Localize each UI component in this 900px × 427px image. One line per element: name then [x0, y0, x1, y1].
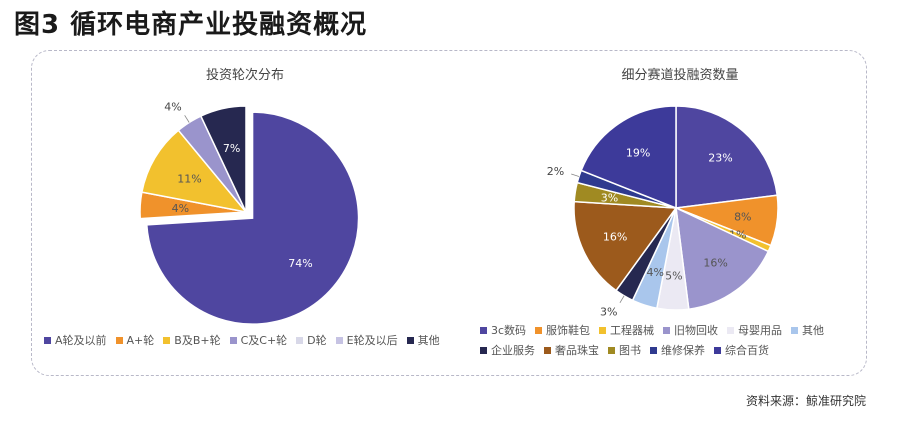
legend-swatch — [791, 326, 799, 334]
data-label-0-1: 4% — [172, 202, 189, 215]
legend-item: 维修保养 — [650, 342, 705, 358]
pie-slice-0-6 — [199, 105, 247, 213]
legend-swatch — [663, 326, 671, 334]
data-label-1-7: 16% — [603, 231, 627, 244]
legend-label: C及C+轮 — [240, 334, 288, 347]
legend-label: 维修保养 — [661, 344, 705, 357]
legend-swatch — [44, 336, 51, 344]
data-label-1-8: 3% — [601, 191, 618, 204]
legend-swatch — [406, 336, 414, 344]
legend-label: 工程器械 — [610, 324, 655, 337]
legend-item: A轮及以前 — [44, 332, 107, 348]
data-label-1-6: 3% — [600, 306, 617, 319]
legend-swatch — [608, 346, 615, 354]
leader-line-0-3 — [184, 115, 190, 123]
leader-line-1-6 — [619, 295, 625, 304]
legend-rounds: A轮及以前 A+轮 B及B+轮 C及C+轮 D轮 E轮及以后 其他 — [44, 330, 449, 350]
legend-item: 其他 — [791, 322, 824, 338]
data-label-0-3: 4% — [164, 100, 181, 113]
legend-item: D轮 — [296, 332, 327, 348]
legend-item: 企业服务 — [480, 342, 535, 358]
leader-line-1-9 — [571, 173, 580, 177]
legend-item: 其他 — [406, 332, 440, 348]
legend-swatch — [296, 336, 304, 344]
legend-item: 服饰鞋包 — [535, 322, 590, 338]
legend-item: C及C+轮 — [229, 332, 288, 348]
legend-item: E轮及以后 — [335, 332, 398, 348]
legend-item: 母婴用品 — [727, 322, 782, 338]
chart-title-tracks: 细分赛道投融资数量 — [621, 68, 739, 83]
data-label-1-9: 2% — [547, 165, 564, 178]
pie-slice-1-3 — [675, 206, 770, 311]
legend-row: A轮及以前 A+轮 B及B+轮 C及C+轮 D轮 E轮及以后 其他 — [44, 330, 449, 350]
legend-item: 旧物回收 — [663, 322, 718, 338]
data-label-0-2: 11% — [177, 173, 201, 186]
legend-item: B及B+轮 — [163, 332, 221, 348]
data-label-1-3: 16% — [703, 256, 727, 269]
legend-item: 综合百货 — [714, 342, 769, 358]
legend-label: 其他 — [417, 334, 440, 347]
legend-label: D轮 — [307, 334, 327, 347]
pie-slice-0-0 — [145, 111, 360, 325]
legend-swatch — [480, 346, 487, 354]
pie-slice-0-2 — [141, 129, 248, 214]
figure-title: 图3 循环电商产业投融资概况 — [14, 10, 368, 40]
legend-item: 工程器械 — [599, 322, 654, 338]
legend-label: 图书 — [619, 344, 641, 357]
legend-swatch — [599, 326, 607, 334]
legend-label: 企业服务 — [491, 344, 535, 357]
chart-frame — [31, 50, 867, 376]
legend-swatch — [480, 326, 487, 334]
legend-swatch — [335, 336, 343, 344]
legend-row: 3c数码 服饰鞋包 工程器械 旧物回收 母婴用品 其他 — [480, 320, 833, 340]
legend-row: 企业服务 奢品珠宝 图书 维修保养 综合百货 — [480, 340, 833, 360]
legend-label: A+轮 — [126, 334, 155, 347]
legend-label: 奢品珠宝 — [555, 344, 599, 357]
legend-swatch — [544, 346, 551, 354]
data-label-0-0: 74% — [288, 257, 312, 270]
legend-label: 综合百货 — [725, 344, 769, 357]
legend-swatch — [650, 346, 657, 354]
legend-label: 其他 — [802, 324, 825, 337]
data-label-1-5: 4% — [646, 266, 663, 279]
data-label-1-1: 8% — [734, 210, 751, 223]
legend-item: A+轮 — [115, 332, 155, 348]
legend-tracks: 3c数码 服饰鞋包 工程器械 旧物回收 母婴用品 其他企业服务 奢品珠宝 图书 维修保养 综合百货 — [480, 320, 833, 360]
legend-label: E轮及以后 — [346, 334, 398, 347]
legend-label: B及B+轮 — [174, 334, 221, 347]
data-label-1-0: 23% — [708, 152, 732, 165]
data-label-0-6: 7% — [223, 142, 240, 155]
legend-item: 3c数码 — [480, 322, 526, 338]
data-label-1-10: 19% — [626, 146, 650, 159]
pie-slice-1-10 — [580, 105, 677, 210]
legend-swatch — [229, 336, 237, 344]
chart-title-rounds: 投资轮次分布 — [205, 68, 284, 83]
legend-label: 服饰鞋包 — [546, 324, 591, 337]
data-label-1-4: 5% — [665, 269, 682, 282]
legend-item: 图书 — [608, 342, 641, 358]
source-note: 资料来源：鲸准研究院 — [745, 394, 866, 408]
legend-swatch — [727, 326, 735, 334]
pie-slice-1-0 — [675, 105, 779, 209]
legend-swatch — [163, 336, 171, 344]
legend-swatch — [535, 326, 543, 334]
legend-swatch — [115, 336, 123, 344]
legend-label: 旧物回收 — [674, 324, 719, 337]
legend-label: 母婴用品 — [738, 324, 783, 337]
legend-swatch — [714, 346, 721, 354]
legend-label: 3c数码 — [491, 324, 527, 337]
pie-slice-1-7 — [573, 200, 678, 292]
legend-label: A轮及以前 — [55, 334, 107, 347]
legend-item: 奢品珠宝 — [544, 342, 599, 358]
